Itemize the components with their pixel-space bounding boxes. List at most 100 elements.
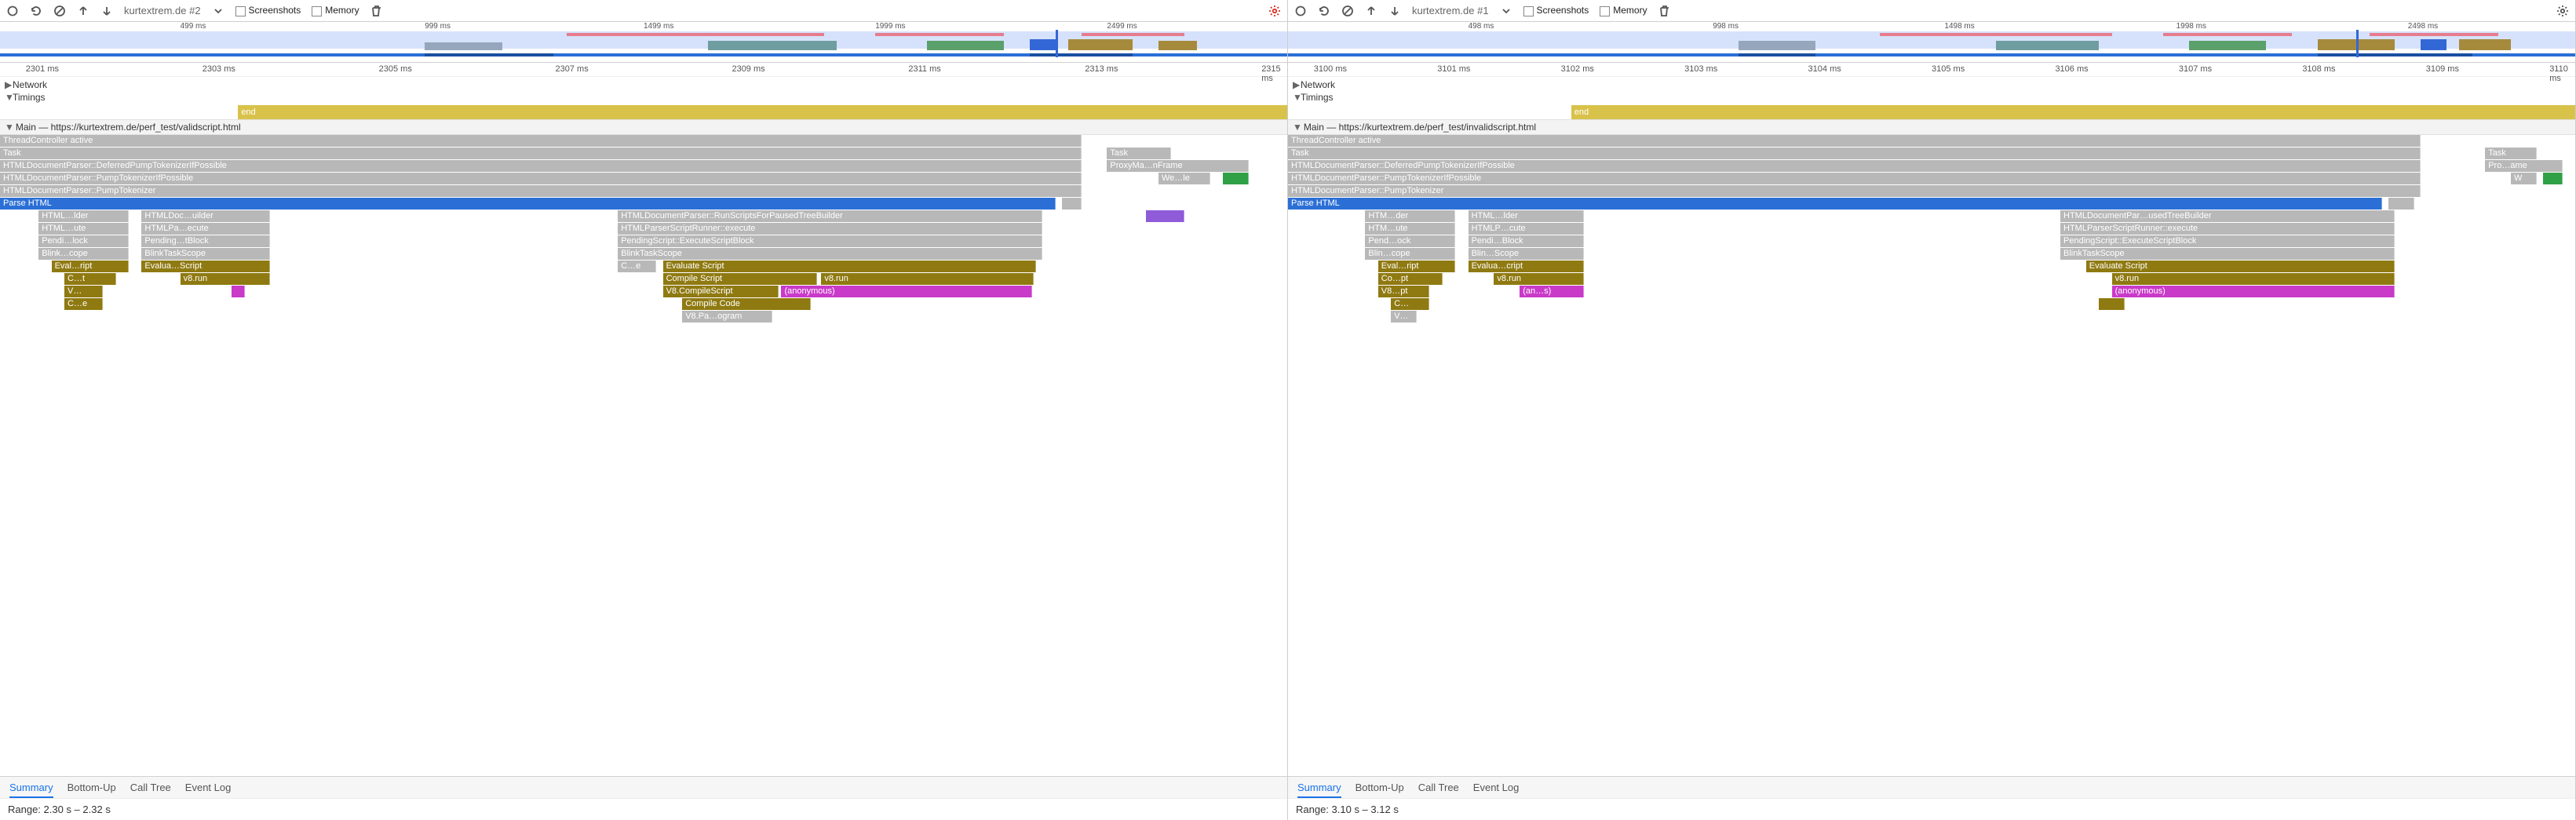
flame-bar[interactable] bbox=[1146, 210, 1184, 222]
flame-bar[interactable]: HTML…ute bbox=[38, 223, 129, 235]
record-icon[interactable] bbox=[1294, 5, 1307, 17]
flame-bar[interactable]: v8.run bbox=[181, 273, 271, 285]
checkbox-screenshots[interactable]: Screenshots bbox=[235, 5, 301, 16]
flame-chart[interactable]: ThreadController activeTaskTaskHTMLDocum… bbox=[1288, 135, 2575, 345]
upload-icon[interactable] bbox=[1365, 5, 1377, 17]
flame-bar[interactable]: V8…pt bbox=[1378, 286, 1430, 297]
flame-bar[interactable]: BlinkTaskScope bbox=[2060, 248, 2395, 260]
flame-bar[interactable]: Task bbox=[0, 148, 1082, 159]
flame-bar[interactable] bbox=[1062, 198, 1082, 210]
flame-bar[interactable]: HTM…der bbox=[1365, 210, 1455, 222]
flame-bar[interactable]: V8.CompileScript bbox=[663, 286, 779, 297]
flame-bar[interactable]: Task bbox=[1288, 148, 2421, 159]
flame-bar[interactable]: ProxyMa…nFrame bbox=[1107, 160, 1248, 172]
tab-event-log[interactable]: Event Log bbox=[1473, 782, 1520, 798]
checkbox-memory[interactable]: Memory bbox=[1600, 5, 1647, 16]
flame-bar[interactable]: PendingScript::ExecuteScriptBlock bbox=[618, 235, 1042, 247]
upload-icon[interactable] bbox=[77, 5, 89, 17]
flame-bar[interactable]: HTMLPa…ecute bbox=[141, 223, 270, 235]
checkbox-memory[interactable]: Memory bbox=[312, 5, 359, 16]
flame-bar[interactable]: HTMLDocumentParser::PumpTokenizer bbox=[1288, 185, 2421, 197]
timing-marker-end[interactable]: end bbox=[1571, 105, 2575, 119]
tab-summary[interactable]: Summary bbox=[1297, 782, 1341, 798]
flame-bar[interactable]: v8.run bbox=[2112, 273, 2395, 285]
flame-bar[interactable]: Compile Script bbox=[663, 273, 818, 285]
flame-bar[interactable]: HTMLParserScriptRunner::execute bbox=[618, 223, 1042, 235]
flame-bar[interactable]: HTMLParserScriptRunner::execute bbox=[2060, 223, 2395, 235]
track-network[interactable]: ▶Network bbox=[1293, 78, 2571, 91]
reload-icon[interactable] bbox=[1318, 5, 1330, 17]
flame-bar[interactable]: C… bbox=[1391, 298, 1429, 310]
recording-title[interactable]: kurtextrem.de #1 bbox=[1412, 5, 1489, 16]
flame-bar[interactable]: HTML…lder bbox=[38, 210, 129, 222]
time-ruler[interactable]: 3100 ms3101 ms3102 ms3103 ms3104 ms3105 … bbox=[1288, 63, 2575, 77]
flame-bar[interactable]: HTMLDocumentParser::PumpTokenizer bbox=[0, 185, 1082, 197]
flame-bar[interactable] bbox=[232, 286, 244, 297]
flame-bar[interactable]: Evaluate Script bbox=[2086, 261, 2395, 272]
flame-bar[interactable]: Evaluate Script bbox=[663, 261, 1037, 272]
flame-bar[interactable]: Pendi…Block bbox=[1469, 235, 1585, 247]
flame-bar[interactable]: Parse HTML bbox=[0, 198, 1056, 210]
flame-bar[interactable] bbox=[2543, 173, 2563, 184]
track-timings[interactable]: ▼Timings bbox=[5, 91, 1283, 104]
flame-bar[interactable]: HTMLDocumentPar…usedTreeBuilder bbox=[2060, 210, 2395, 222]
flame-bar[interactable]: BlinkTaskScope bbox=[141, 248, 270, 260]
flame-bar[interactable]: HTMLP…cute bbox=[1469, 223, 1585, 235]
flame-bar[interactable]: ThreadController active bbox=[0, 135, 1082, 147]
record-icon[interactable] bbox=[6, 5, 19, 17]
flame-bar[interactable]: (an…s) bbox=[1520, 286, 1584, 297]
time-ruler[interactable]: 2301 ms2303 ms2305 ms2307 ms2309 ms2311 … bbox=[0, 63, 1287, 77]
tab-event-log[interactable]: Event Log bbox=[185, 782, 232, 798]
flame-bar[interactable]: HTMLDocumentParser::PumpTokenizerIfPossi… bbox=[1288, 173, 2421, 184]
flame-bar[interactable]: HTMLDocumentParser::RunScriptsForPausedT… bbox=[618, 210, 1042, 222]
flame-bar[interactable]: Pendi…lock bbox=[38, 235, 129, 247]
flame-bar[interactable] bbox=[2099, 298, 2125, 310]
flame-bar[interactable]: Evalua…cript bbox=[1469, 261, 1585, 272]
flame-bar[interactable]: HTMLDocumentParser::DeferredPumpTokenize… bbox=[1288, 160, 2421, 172]
flame-bar[interactable]: v8.run bbox=[1494, 273, 1584, 285]
flame-bar[interactable]: Pro…ame bbox=[2485, 160, 2562, 172]
flame-bar[interactable]: (anonymous) bbox=[781, 286, 1032, 297]
reload-icon[interactable] bbox=[30, 5, 42, 17]
flame-bar[interactable]: V… bbox=[1391, 311, 1417, 323]
flame-bar[interactable]: V… bbox=[64, 286, 103, 297]
download-icon[interactable] bbox=[100, 5, 113, 17]
trash-icon[interactable] bbox=[1658, 5, 1671, 17]
clear-icon[interactable] bbox=[53, 5, 66, 17]
minimap-cursor[interactable] bbox=[1056, 30, 1058, 57]
flame-bar[interactable]: HTM…ute bbox=[1365, 223, 1455, 235]
flame-bar[interactable]: Task bbox=[2485, 148, 2537, 159]
flame-bar[interactable]: ThreadController active bbox=[1288, 135, 2421, 147]
recording-title[interactable]: kurtextrem.de #2 bbox=[124, 5, 201, 16]
flame-bar[interactable]: Pending…tBlock bbox=[141, 235, 270, 247]
tab-call-tree[interactable]: Call Tree bbox=[130, 782, 171, 798]
flame-bar[interactable]: HTML…lder bbox=[1469, 210, 1585, 222]
flame-bar[interactable]: V8.Pa…ogram bbox=[682, 311, 772, 323]
flame-bar[interactable]: Compile Code bbox=[682, 298, 811, 310]
gear-icon[interactable] bbox=[2556, 5, 2569, 17]
flame-bar[interactable]: HTMLDoc…uilder bbox=[141, 210, 270, 222]
timing-marker-end[interactable]: end bbox=[238, 105, 1287, 119]
tab-bottom-up[interactable]: Bottom-Up bbox=[68, 782, 116, 798]
flame-bar[interactable]: v8.run bbox=[821, 273, 1034, 285]
track-network[interactable]: ▶Network bbox=[5, 78, 1283, 91]
tab-summary[interactable]: Summary bbox=[9, 782, 53, 798]
flame-bar[interactable]: HTMLDocumentParser::DeferredPumpTokenize… bbox=[0, 160, 1082, 172]
main-thread-header[interactable]: ▼Main — https://kurtextrem.de/perf_test/… bbox=[1288, 119, 2575, 135]
trash-icon[interactable] bbox=[370, 5, 383, 17]
flame-bar[interactable]: We…le bbox=[1158, 173, 1210, 184]
flame-bar[interactable]: (anonymous) bbox=[2112, 286, 2395, 297]
tab-bottom-up[interactable]: Bottom-Up bbox=[1356, 782, 1404, 798]
chevron-down-icon[interactable] bbox=[212, 5, 224, 17]
flame-bar[interactable]: BlinkTaskScope bbox=[618, 248, 1042, 260]
flame-bar[interactable]: C…e bbox=[618, 261, 656, 272]
gear-icon[interactable] bbox=[1268, 5, 1281, 17]
flame-bar[interactable] bbox=[2388, 198, 2414, 210]
flame-chart[interactable]: ThreadController activeTaskTaskHTMLDocum… bbox=[0, 135, 1287, 345]
flame-bar[interactable]: Blin…Scope bbox=[1469, 248, 1585, 260]
flame-bar[interactable]: Blin…cope bbox=[1365, 248, 1455, 260]
flame-bar[interactable]: C…e bbox=[64, 298, 103, 310]
flame-bar[interactable]: Evalua…Script bbox=[141, 261, 270, 272]
track-timings[interactable]: ▼Timings bbox=[1293, 91, 2571, 104]
minimap-cursor[interactable] bbox=[2356, 30, 2359, 57]
